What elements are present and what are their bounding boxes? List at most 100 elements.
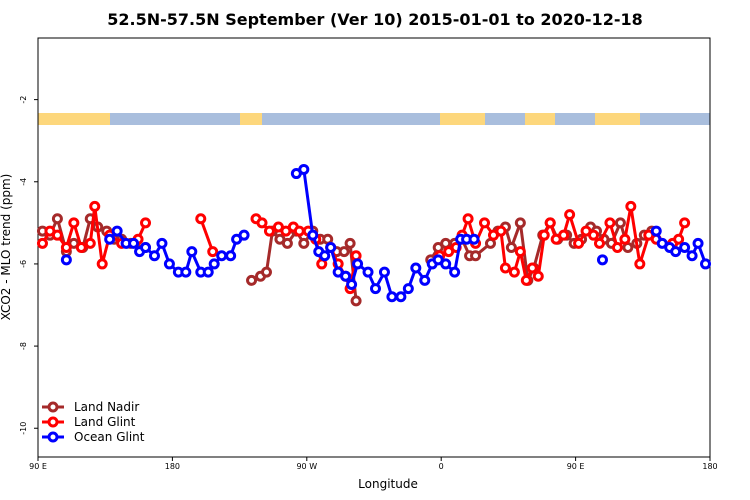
point [36, 237, 48, 249]
point [180, 266, 192, 278]
plot-frame [37, 37, 711, 458]
x-tick-label: 90 E [29, 462, 47, 471]
point [679, 217, 691, 229]
point [614, 217, 626, 229]
point [225, 250, 237, 262]
point [140, 242, 152, 253]
point [263, 225, 275, 237]
point [207, 246, 219, 258]
point [238, 229, 250, 241]
map-strip [38, 113, 710, 125]
legend-label: Land Glint [74, 415, 136, 429]
point [386, 291, 398, 303]
point [362, 266, 374, 278]
x-tick-label: 90 W [296, 462, 317, 471]
y-axis-label: XCO2 - MLO trend (ppm) [0, 174, 13, 321]
point [449, 266, 461, 278]
point [558, 229, 570, 241]
point [596, 254, 608, 266]
y-tick-label: -6 [19, 260, 28, 268]
point [470, 250, 482, 262]
point [96, 258, 108, 270]
point [593, 237, 605, 249]
point [293, 225, 305, 237]
point [440, 258, 452, 270]
point [670, 246, 682, 258]
point [51, 229, 63, 241]
point [538, 229, 550, 241]
point [686, 250, 698, 262]
point [281, 237, 293, 249]
point [325, 242, 337, 253]
point [111, 225, 123, 237]
point [410, 262, 422, 274]
point [573, 237, 585, 249]
point [186, 246, 198, 258]
x-tick-label: 180 [702, 462, 717, 471]
point [402, 283, 414, 295]
point [700, 258, 712, 270]
y-tick-label: -2 [19, 96, 28, 104]
point [419, 274, 431, 286]
point [395, 291, 407, 303]
point [588, 229, 600, 241]
point [352, 258, 364, 270]
point [462, 213, 474, 225]
point [156, 237, 168, 249]
point [256, 217, 268, 229]
y-tick-label: -10 [19, 422, 28, 435]
point [634, 258, 646, 270]
point [148, 250, 160, 262]
point [346, 278, 358, 290]
point [479, 217, 491, 229]
point [68, 217, 80, 229]
point [350, 295, 362, 307]
point [208, 258, 220, 270]
point [692, 237, 704, 249]
legend-marker [47, 416, 59, 428]
legend-marker [47, 431, 59, 443]
point [340, 270, 352, 282]
legend-marker [47, 401, 59, 413]
point [520, 274, 532, 286]
x-tick-label: 180 [165, 462, 180, 471]
point [298, 163, 310, 175]
point [246, 274, 258, 286]
point [514, 217, 526, 229]
y-tick-label: -8 [19, 342, 28, 350]
point [195, 213, 207, 225]
y-tick-label: -4 [19, 178, 28, 186]
point [51, 213, 63, 225]
point [564, 209, 576, 221]
point [499, 262, 511, 274]
point [495, 225, 507, 237]
point [202, 266, 214, 278]
point [679, 242, 691, 253]
point [338, 246, 350, 258]
point [526, 262, 538, 274]
point [60, 242, 72, 253]
point [84, 237, 96, 249]
point [514, 246, 526, 258]
point [508, 266, 520, 278]
point [319, 250, 331, 262]
point [350, 250, 362, 262]
point [378, 266, 390, 278]
point [104, 233, 116, 245]
point [89, 200, 101, 212]
x-tick-label: 0 [439, 462, 444, 471]
x-axis-label: Longitude [358, 477, 418, 491]
point [60, 254, 72, 266]
point [619, 233, 631, 245]
point [468, 233, 480, 245]
point [344, 237, 356, 249]
point [260, 266, 272, 278]
legend-label: Land Nadir [74, 400, 139, 414]
point [673, 233, 685, 245]
point [604, 217, 616, 229]
point [307, 229, 319, 241]
chart-title: 52.5N-57.5N September (Ver 10) 2015-01-0… [107, 10, 642, 29]
point [216, 250, 228, 262]
